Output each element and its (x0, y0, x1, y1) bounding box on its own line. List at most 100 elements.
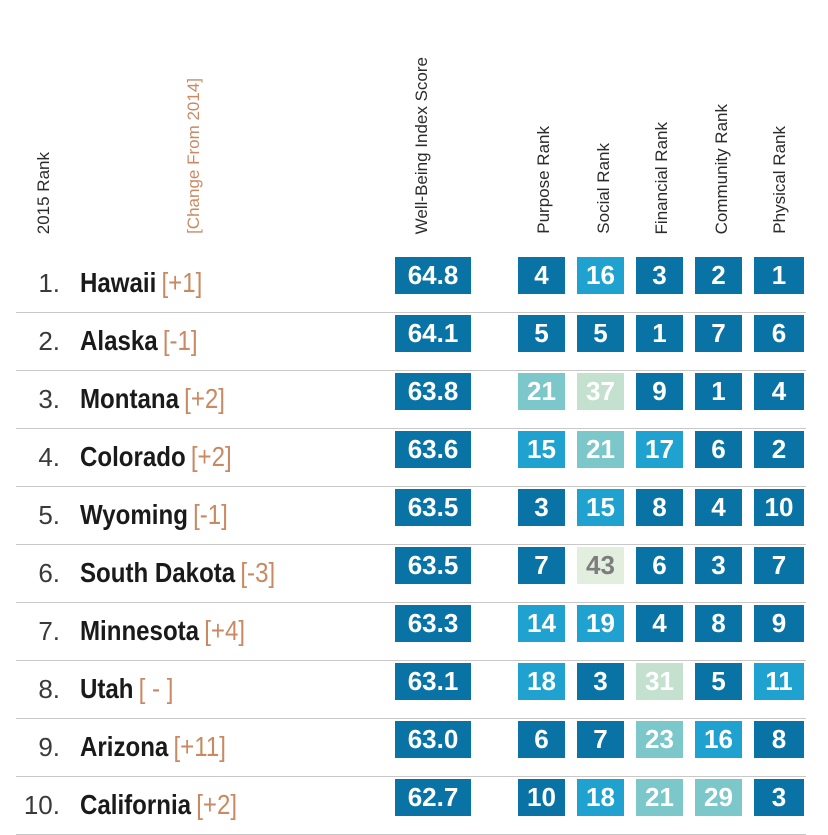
purpose-rank-cell: 15 (518, 431, 565, 468)
change-label: [+1] (161, 267, 203, 298)
community-rank-cell: 1 (695, 373, 742, 410)
header-purpose-rank: Purpose Rank (534, 126, 553, 234)
header-2015-rank: 2015 Rank (34, 151, 53, 234)
change-label: [+2] (196, 789, 238, 820)
score-cell: 63.5 (395, 489, 471, 526)
score-cell: 62.7 (395, 779, 471, 816)
change-label: [+11] (173, 731, 226, 762)
change-label: [-1] (193, 499, 228, 530)
community-rank-cell: 16 (695, 721, 742, 758)
rank-label: 10. (23, 790, 60, 820)
community-rank-cell: 8 (695, 605, 742, 642)
social-rank-cell: 18 (577, 779, 624, 816)
rank-label: 4. (38, 442, 60, 472)
social-rank-cell: 15 (577, 489, 624, 526)
state-name: Hawaii (80, 267, 157, 298)
header-physical-rank: Physical Rank (770, 126, 789, 234)
state-cell: Arizona [+11] (80, 719, 226, 775)
state-cell: Alaska [-1] (80, 313, 198, 369)
table-row: 3. Montana [+2] 63.8 21 37 9 1 4 (16, 371, 806, 429)
row-divider (16, 486, 806, 487)
purpose-rank-cell: 3 (518, 489, 565, 526)
physical-rank-cell: 7 (754, 547, 804, 584)
physical-rank-cell: 1 (754, 257, 804, 294)
community-rank-cell: 4 (695, 489, 742, 526)
social-rank-cell: 7 (577, 721, 624, 758)
community-rank-cell: 3 (695, 547, 742, 584)
state-name: Minnesota (80, 615, 200, 646)
score-cell: 63.8 (395, 373, 471, 410)
score-cell: 64.1 (395, 315, 471, 352)
purpose-rank-cell: 5 (518, 315, 565, 352)
change-label: [ - ] (138, 673, 174, 704)
purpose-rank-cell: 21 (518, 373, 565, 410)
state-cell: Wyoming [-1] (80, 487, 228, 543)
row-divider (16, 776, 806, 777)
community-rank-cell: 5 (695, 663, 742, 700)
table-row: 4. Colorado [+2] 63.6 15 21 17 6 2 (16, 429, 806, 487)
table-row: 8. Utah[ - ] 63.1 18 3 31 5 11 (16, 661, 806, 719)
social-rank-cell: 43 (577, 547, 624, 584)
purpose-rank-cell: 14 (518, 605, 565, 642)
social-rank-cell: 3 (577, 663, 624, 700)
change-label: [+4] (204, 615, 246, 646)
state-name: Alaska (80, 325, 158, 356)
community-rank-cell: 6 (695, 431, 742, 468)
community-rank-cell: 29 (695, 779, 742, 816)
financial-rank-cell: 17 (636, 431, 683, 468)
physical-rank-cell: 3 (754, 779, 804, 816)
social-rank-cell: 5 (577, 315, 624, 352)
row-divider (16, 428, 806, 429)
score-cell: 63.3 (395, 605, 471, 642)
physical-rank-cell: 9 (754, 605, 804, 642)
social-rank-cell: 37 (577, 373, 624, 410)
header-community-rank: Community Rank (712, 103, 731, 234)
financial-rank-cell: 21 (636, 779, 683, 816)
state-cell: South Dakota [-3] (80, 545, 275, 601)
social-rank-cell: 16 (577, 257, 624, 294)
financial-rank-cell: 4 (636, 605, 683, 642)
physical-rank-cell: 4 (754, 373, 804, 410)
financial-rank-cell: 6 (636, 547, 683, 584)
rank-label: 1. (38, 268, 60, 298)
community-rank-cell: 7 (695, 315, 742, 352)
state-cell: Minnesota [+4] (80, 603, 245, 659)
rank-label: 3. (38, 384, 60, 414)
purpose-rank-cell: 7 (518, 547, 565, 584)
state-cell: California [+2] (80, 777, 237, 833)
header-financial-rank: Financial Rank (652, 121, 671, 234)
physical-rank-cell: 10 (754, 489, 804, 526)
financial-rank-cell: 9 (636, 373, 683, 410)
purpose-rank-cell: 4 (518, 257, 565, 294)
rank-label: 9. (38, 732, 60, 762)
table-row: 6. South Dakota [-3] 63.5 7 43 6 3 7 (16, 545, 806, 603)
physical-rank-cell: 8 (754, 721, 804, 758)
physical-rank-cell: 2 (754, 431, 804, 468)
score-cell: 63.6 (395, 431, 471, 468)
score-cell: 63.0 (395, 721, 471, 758)
score-cell: 64.8 (395, 257, 471, 294)
state-cell: Hawaii [+1] (80, 255, 202, 311)
header-social-rank: Social Rank (594, 143, 613, 234)
table-row: 7. Minnesota [+4] 63.3 14 19 4 8 9 (16, 603, 806, 661)
rank-label: 8. (38, 674, 60, 704)
change-label: [+2] (190, 441, 232, 472)
change-label: [-1] (162, 325, 198, 356)
change-label: [+2] (184, 383, 225, 414)
header-change-from-2014: [Change From 2014] (184, 78, 203, 234)
state-name: South Dakota (80, 557, 236, 588)
social-rank-cell: 19 (577, 605, 624, 642)
row-divider (16, 370, 806, 371)
state-name: California (80, 789, 192, 820)
score-cell: 63.5 (395, 547, 471, 584)
rank-label: 2. (38, 326, 60, 356)
state-cell: Colorado [+2] (80, 429, 232, 485)
financial-rank-cell: 23 (636, 721, 683, 758)
rank-label: 7. (38, 616, 60, 646)
row-divider (16, 312, 806, 313)
state-cell: Montana [+2] (80, 371, 225, 427)
state-name: Colorado (80, 441, 186, 472)
change-label: [-3] (240, 557, 276, 588)
state-cell: Utah[ - ] (80, 661, 173, 717)
